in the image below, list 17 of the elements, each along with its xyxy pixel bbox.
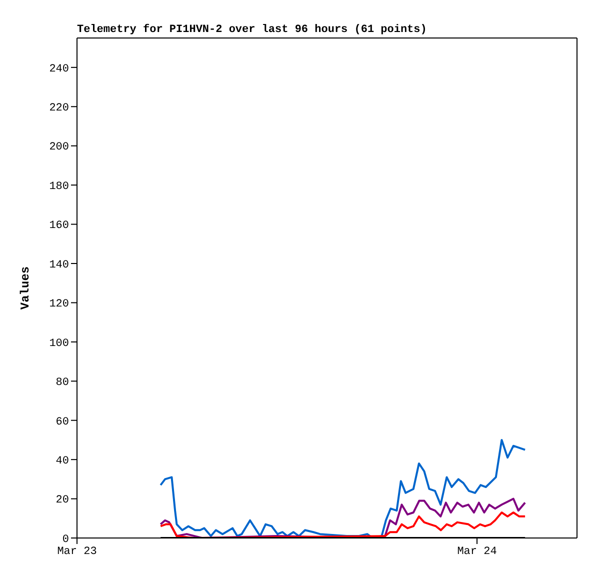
y-tick-label: 180 xyxy=(49,180,69,193)
x-tick-label: Mar 23 xyxy=(57,546,97,558)
y-tick-label: 140 xyxy=(49,259,69,272)
y-tick-label: 60 xyxy=(56,416,69,428)
y-tick-label: 160 xyxy=(49,220,69,232)
y-tick-label: 40 xyxy=(56,455,69,468)
y-axis-title: Values xyxy=(18,266,32,310)
y-tick-label: 120 xyxy=(49,298,69,311)
x-tick-label: Mar 24 xyxy=(457,546,498,558)
y-tick-label: 200 xyxy=(49,142,69,154)
y-tick-label: 0 xyxy=(62,534,69,546)
chart-title: Telemetry for PI1HVN-2 over last 96 hours (61 points) xyxy=(77,24,427,36)
y-tick-label: 220 xyxy=(49,102,69,115)
y-tick-label: 20 xyxy=(56,494,69,507)
y-tick-label: 100 xyxy=(49,338,69,350)
y-tick-label: 240 xyxy=(49,63,69,76)
y-tick-label: 80 xyxy=(56,377,69,390)
